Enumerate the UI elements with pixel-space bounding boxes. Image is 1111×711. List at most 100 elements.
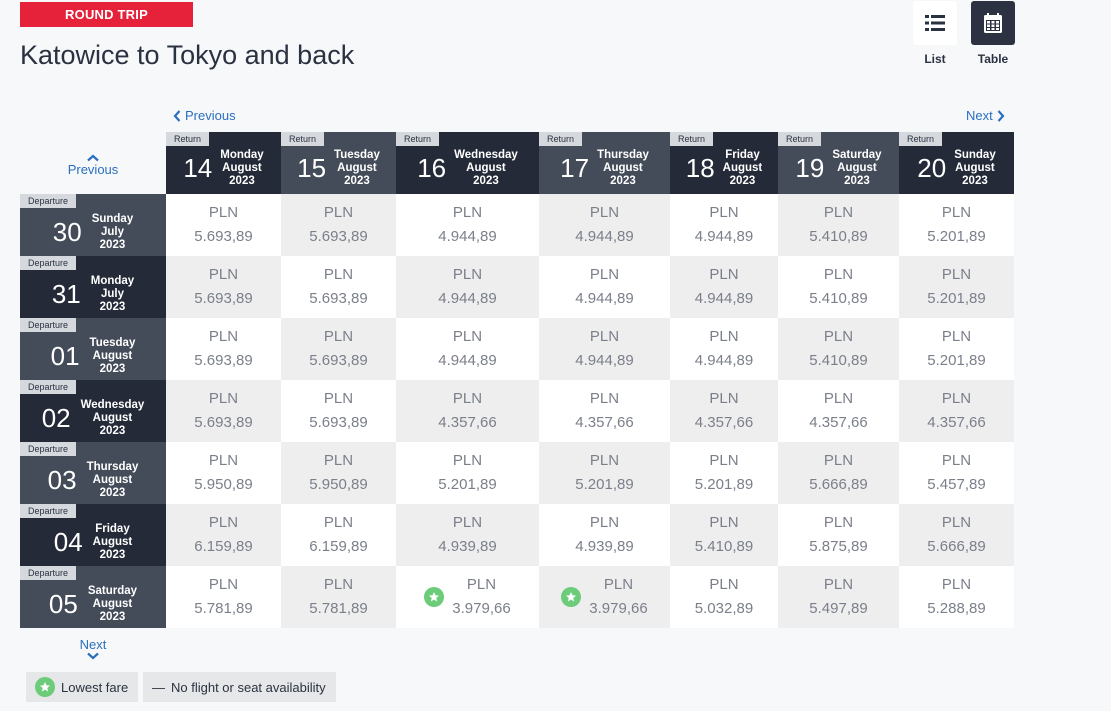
fare-cell[interactable]: PLN 4.944,89	[670, 256, 778, 318]
fare-cell[interactable]: PLN 5.497,89	[778, 566, 899, 628]
fare-cell[interactable]: PLN 5.032,89	[670, 566, 778, 628]
fare-cell[interactable]: PLN 5.693,89	[166, 256, 281, 318]
fare-cell[interactable]: PLN 5.201,89	[899, 256, 1014, 318]
next-return-dates-link[interactable]: Next	[966, 108, 1005, 123]
fare-cell[interactable]: PLN 4.944,89	[396, 194, 539, 256]
fare-price: PLN 5.950,89	[194, 449, 252, 497]
previous-departure-dates-link[interactable]: Previous	[20, 154, 166, 177]
fare-currency: PLN	[208, 328, 239, 345]
fare-amount: 5.201,89	[694, 476, 754, 493]
fare-cell[interactable]: PLN 5.201,89	[670, 442, 778, 504]
fare-cell[interactable]: PLN 4.939,89	[539, 504, 670, 566]
fare-cell[interactable]: PLN 5.410,89	[778, 194, 899, 256]
fare-cell[interactable]: PLN 3.979,66	[539, 566, 670, 628]
fare-cell[interactable]: PLN 5.201,89	[539, 442, 670, 504]
return-year: 2023	[844, 174, 870, 187]
fare-cell[interactable]: PLN 5.693,89	[281, 256, 396, 318]
fare-cell[interactable]: PLN 5.457,89	[899, 442, 1014, 504]
fare-amount: 5.457,89	[927, 476, 986, 493]
fare-amount: 4.944,89	[438, 290, 497, 307]
departure-date-text: Saturday August 2023	[88, 585, 137, 624]
fare-amount: 5.693,89	[309, 352, 368, 369]
fare-cell[interactable]: PLN 3.979,66	[396, 566, 539, 628]
previous-return-dates-link[interactable]: Previous	[173, 108, 236, 123]
return-date-text: Monday August 2023	[220, 149, 263, 188]
fare-matrix: Return 14 Monday August 2023 Return 15 Tuesday A…	[20, 132, 1014, 628]
fare-cell[interactable]: PLN 4.944,89	[539, 194, 670, 256]
fare-amount: 4.944,89	[575, 290, 634, 307]
fare-cell[interactable]: PLN 5.201,89	[899, 194, 1014, 256]
fare-cell[interactable]: PLN 5.781,89	[166, 566, 281, 628]
fare-cell[interactable]: PLN 5.201,89	[396, 442, 539, 504]
fare-cell[interactable]: PLN 4.357,66	[539, 380, 670, 442]
departure-month: August	[92, 411, 133, 424]
fare-cell[interactable]: PLN 5.693,89	[166, 318, 281, 380]
fare-cell[interactable]: PLN 6.159,89	[281, 504, 396, 566]
list-view-label[interactable]: List	[924, 52, 946, 66]
fare-cell[interactable]: PLN 5.201,89	[899, 318, 1014, 380]
fare-cell[interactable]: PLN 4.357,66	[670, 380, 778, 442]
fare-cell[interactable]: PLN 5.875,89	[778, 504, 899, 566]
fare-amount: 4.944,89	[438, 228, 497, 245]
fare-cell[interactable]: PLN 5.693,89	[166, 380, 281, 442]
fare-cell[interactable]: PLN 4.944,89	[396, 256, 539, 318]
list-view-button[interactable]	[913, 1, 957, 45]
departure-weekday: Friday	[95, 522, 130, 535]
fare-currency: PLN	[709, 328, 739, 345]
fare-cell[interactable]: PLN 6.159,89	[166, 504, 281, 566]
fare-currency: PLN	[589, 390, 620, 407]
return-date-header: Return 19 Saturday August 2023	[778, 132, 899, 194]
fare-amount: 4.357,66	[809, 414, 868, 431]
fare-cell[interactable]: PLN 4.357,66	[778, 380, 899, 442]
return-date-text: Tuesday August 2023	[334, 149, 380, 188]
fare-cell[interactable]: PLN 5.950,89	[166, 442, 281, 504]
return-month: August	[466, 161, 506, 174]
return-date-header: Return 14 Monday August 2023	[166, 132, 281, 194]
departure-year: 2023	[99, 300, 126, 313]
chevron-left-icon	[173, 109, 181, 122]
return-weekday: Sunday	[954, 148, 996, 161]
fare-price: PLN 5.781,89	[194, 573, 252, 621]
fare-cell[interactable]: PLN 5.781,89	[281, 566, 396, 628]
fare-currency: PLN	[452, 452, 483, 469]
fare-cell[interactable]: PLN 5.693,89	[281, 194, 396, 256]
departure-tag: Departure	[20, 380, 77, 394]
fare-price: PLN 5.666,89	[809, 449, 867, 497]
fare-amount: 5.288,89	[927, 600, 986, 617]
fare-cell[interactable]: PLN 4.944,89	[396, 318, 539, 380]
fare-cell[interactable]: PLN 5.693,89	[281, 318, 396, 380]
fare-cell[interactable]: PLN 5.693,89	[166, 194, 281, 256]
fare-currency: PLN	[709, 266, 739, 283]
departure-date: 30 Sunday July 2023	[20, 208, 166, 256]
fare-cell[interactable]: PLN 5.410,89	[670, 504, 778, 566]
return-date: 20 Sunday August 2023	[899, 148, 1014, 188]
fare-cell[interactable]: PLN 5.288,89	[899, 566, 1014, 628]
next-departure-dates-link[interactable]: Next	[20, 637, 166, 660]
fare-cell[interactable]: PLN 4.357,66	[396, 380, 539, 442]
departure-day-number: 03	[47, 465, 77, 495]
fare-cell[interactable]: PLN 4.944,89	[670, 318, 778, 380]
fare-cell[interactable]: PLN 5.410,89	[778, 256, 899, 318]
fare-price: PLN 4.944,89	[695, 201, 753, 249]
fare-cell[interactable]: PLN 4.357,66	[899, 380, 1014, 442]
fare-cell[interactable]: PLN 5.950,89	[281, 442, 396, 504]
fare-cell[interactable]: PLN 4.944,89	[539, 318, 670, 380]
table-view-button[interactable]	[971, 1, 1015, 45]
fare-amount: 5.497,89	[809, 600, 868, 617]
fare-cell[interactable]: PLN 4.939,89	[396, 504, 539, 566]
fare-cell[interactable]: PLN 4.944,89	[539, 256, 670, 318]
fare-currency: PLN	[941, 576, 972, 593]
return-tag: Return	[670, 132, 714, 146]
departure-month: August	[92, 473, 133, 486]
fare-currency: PLN	[208, 452, 239, 469]
fare-cell[interactable]: PLN 5.666,89	[899, 504, 1014, 566]
fare-cell[interactable]: PLN 5.693,89	[281, 380, 396, 442]
fare-amount: 5.410,89	[809, 228, 868, 245]
return-date-text: Wednesday August 2023	[454, 149, 518, 188]
table-view-label[interactable]: Table	[977, 52, 1009, 66]
fare-cell[interactable]: PLN 4.944,89	[670, 194, 778, 256]
fare-cell[interactable]: PLN 5.666,89	[778, 442, 899, 504]
fare-cell[interactable]: PLN 5.410,89	[778, 318, 899, 380]
departure-tag: Departure	[20, 504, 77, 518]
return-year: 2023	[729, 174, 756, 187]
